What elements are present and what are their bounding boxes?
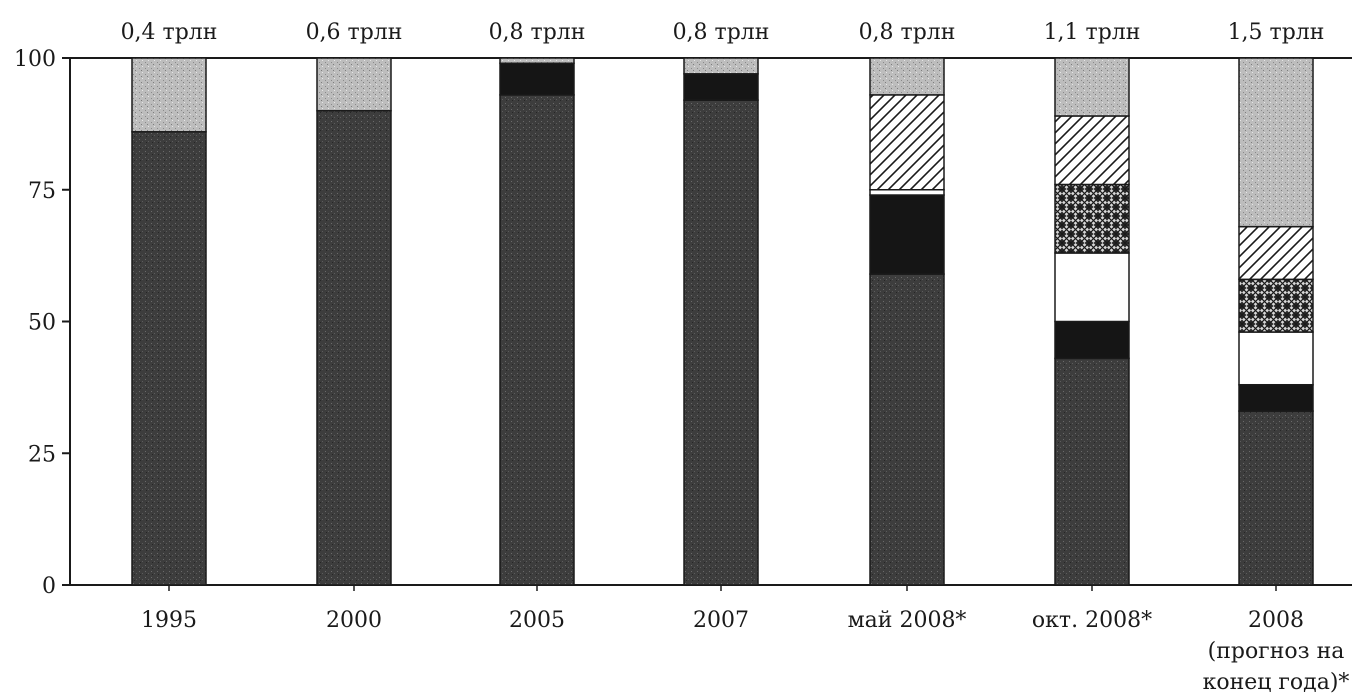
bar-total-label: 0,8 трлн [859,20,956,45]
bar-total-label: 1,5 трлн [1228,20,1325,45]
bars [131,57,1314,586]
bar-segment-light-stipple [683,57,759,75]
bar-segment-black [1054,320,1130,360]
bar-segment-dark-stipple [683,99,759,586]
bar-segment-light-stipple [499,57,575,65]
bar-segment-light-stipple [131,57,207,133]
bar-segment-light-stipple [1238,57,1314,228]
bar-segment-crosshatch [1054,183,1130,254]
y-tick-label: 25 [28,442,56,467]
bar-total-label: 0,6 трлн [306,20,403,45]
y-ticks: 0 25 50 75 100 [14,47,70,599]
bar-segment-crosshatch [1238,278,1314,333]
bar-segment-white [1238,331,1314,386]
bar-total-label: 0,8 трлн [673,20,770,45]
bar-segment-black [869,194,945,275]
bar-total-label: 0,8 трлн [489,20,586,45]
x-tick-label: 2008 (прогноз на конец года)* [1203,608,1350,695]
bar-segment-black [1238,383,1314,412]
bar-segment-light-stipple [869,57,945,96]
y-tick-label: 0 [42,574,56,599]
x-tick-label: май 2008* [848,608,967,633]
bar-segment-diagonal-hatch [1238,225,1314,281]
bar-segment-light-stipple [1054,57,1130,117]
bar-segment-dark-stipple [131,131,207,586]
y-tick-label: 100 [14,47,56,72]
bar-segment-black [499,62,575,96]
x-tick-labels: 1995 2000 2005 2007 май 2008* окт. 2008* 2008(… [141,585,1349,695]
x-tick-label: окт. 2008* [1032,608,1152,633]
x-tick-label: 1995 [141,608,197,633]
x-tick-label: 2007 [693,608,749,633]
x-tick-label: 2005 [509,608,565,633]
bar-segment-dark-stipple [499,94,575,586]
bar-total-label: 0,4 трлн [121,20,218,45]
bar-segment-dark-stipple [1238,410,1314,586]
bar-segment-light-stipple [316,57,392,112]
bar-segment-dark-stipple [316,109,392,586]
bar-segment-dark-stipple [869,273,945,586]
bar-segment-black [683,73,759,101]
bar-segment-white [1054,252,1130,323]
x-tick-label: 2000 [326,608,382,633]
bar-segment-diagonal-hatch [869,94,945,191]
bar-total-label: 1,1 трлн [1044,20,1141,45]
bar-total-labels: 0,4 трлн 0,6 трлн 0,8 трлн 0,8 трлн 0,8 трлн… [121,20,1325,45]
bar-segment-dark-stipple [1054,357,1130,586]
y-tick-label: 50 [28,311,56,336]
bar-segment-white [869,189,945,196]
bar-segment-diagonal-hatch [1054,115,1130,186]
y-tick-label: 75 [28,179,56,204]
